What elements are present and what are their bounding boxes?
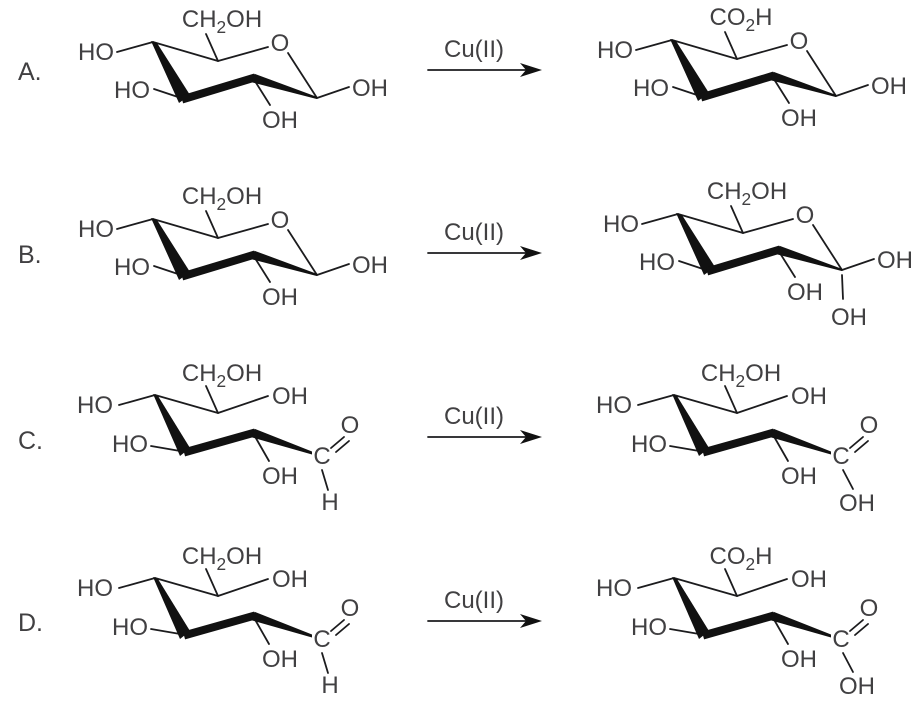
bonds: [636, 32, 868, 103]
oh-label-c4: HO: [596, 575, 632, 602]
oh-label-c2: OH: [781, 105, 817, 132]
molecule-beta-glucopyranose: CH2OH O HO HO OH OH: [78, 6, 388, 134]
reagent-label: Cu(II): [444, 219, 504, 246]
reaction-arrow-a: Cu(II): [427, 36, 543, 78]
carbonyl-o-label: O: [341, 412, 360, 439]
reaction-arrow-c: Cu(II): [427, 403, 543, 445]
aldehyde-h-label: H: [321, 672, 338, 699]
reaction-row-c: C. CH2OH OH HO HO OH C O H Cu(II) CH2OH …: [18, 360, 878, 517]
bonds: [642, 206, 874, 277]
oh-label-c4: HO: [78, 39, 114, 66]
oh-label-c1: OH: [352, 75, 388, 102]
oh-label-c5: OH: [272, 383, 308, 410]
row-label-b: B.: [18, 241, 42, 269]
bonds: [117, 34, 349, 105]
molecule-beta-glucopyranose: CH2OH O HO HO OH OH: [78, 183, 388, 311]
acid-c-oh-bond: [842, 469, 854, 490]
ring-o-label: O: [790, 28, 809, 55]
oh-label-c3: HO: [631, 431, 667, 458]
aldehyde-ch-bond: [321, 469, 329, 491]
aldehyde-h-label: H: [321, 489, 338, 516]
oh-label-c5: OH: [272, 566, 308, 593]
oh-label-c4: HO: [603, 211, 639, 238]
oh-label-c2: OH: [787, 279, 823, 306]
acid-c-oh-bond: [842, 652, 854, 673]
c6-group-label: CH2OH: [182, 360, 262, 391]
molecule-gluconic-acid: CH2OH OH HO HO OH C O OH: [596, 360, 878, 517]
gem-diol-oh-label: OH: [831, 304, 867, 331]
oh-label-c4: HO: [77, 392, 113, 419]
molecule-glucuronic-acid: CO2H O HO HO OH OH: [597, 4, 907, 132]
oh-label-c3: HO: [114, 254, 150, 281]
oh-label-c4: HO: [77, 575, 113, 602]
row-label-a: A.: [18, 58, 42, 86]
arrow: [427, 429, 543, 445]
ring-o-label: O: [796, 202, 815, 229]
carbonyl-c-label: C: [832, 443, 849, 470]
oh-label-c1: OH: [871, 73, 907, 100]
carbonyl-c-label: C: [313, 443, 330, 470]
molecule-glucaric-acid: CO2H OH HO HO OH C O OH: [596, 543, 878, 700]
c6-group-label: CH2OH: [707, 178, 787, 209]
reagent-label: Cu(II): [444, 587, 504, 614]
oh-label-c5: OH: [791, 383, 827, 410]
oh-label-c4: HO: [597, 37, 633, 64]
reagent-label: Cu(II): [444, 36, 504, 63]
oh-label-c2: OH: [262, 284, 298, 311]
oh-label-c1: OH: [352, 252, 388, 279]
gem-diol-bond: [841, 274, 844, 300]
oh-label-c2: OH: [262, 463, 298, 490]
reaction-row-a: A. CH2OH O HO HO OH OH Cu(II) CO2H O HO …: [18, 4, 907, 134]
arrow: [427, 62, 543, 78]
c6-group-label: CO2H: [710, 4, 773, 35]
oh-label-c3: HO: [631, 614, 667, 641]
carbonyl-o-label: O: [341, 595, 360, 622]
carbonyl-c-label: C: [832, 626, 849, 653]
oh-label-c1: OH: [877, 247, 913, 274]
carbonyl-c-label: C: [313, 626, 330, 653]
oh-label-c3: HO: [639, 249, 675, 276]
oh-label-c4: HO: [78, 216, 114, 243]
carbonyl-o-label: O: [860, 595, 879, 622]
oh-label-c3: HO: [112, 431, 148, 458]
acid-oh-label: OH: [839, 490, 875, 517]
oh-label-c2: OH: [781, 463, 817, 490]
c6-group-label: CH2OH: [182, 543, 262, 574]
oh-label-c2: OH: [262, 646, 298, 673]
oh-label-c4: HO: [596, 392, 632, 419]
oh-label-c3: HO: [114, 77, 150, 104]
carbonyl-o-label: O: [860, 412, 879, 439]
ring-o-label: O: [271, 207, 290, 234]
row-label-d: D.: [18, 609, 43, 637]
aldehyde-ch-bond: [321, 652, 329, 674]
oh-label-c3: HO: [633, 75, 669, 102]
c6-group-label: CO2H: [710, 543, 773, 574]
row-label-c: C.: [18, 427, 43, 455]
oh-label-c2: OH: [781, 646, 817, 673]
oh-label-c3: HO: [112, 614, 148, 641]
molecule-open-chain-glucose: CH2OH OH HO HO OH C O H: [77, 360, 359, 516]
c6-group-label: CH2OH: [182, 6, 262, 37]
c6-group-label: CH2OH: [701, 360, 781, 391]
reaction-row-b: B. CH2OH O HO HO OH OH Cu(II) CH2OH O HO…: [18, 178, 913, 331]
ring-o-label: O: [271, 30, 290, 57]
molecule-open-chain-glucose: CH2OH OH HO HO OH C O H: [77, 543, 359, 699]
arrow: [427, 613, 543, 629]
molecule-glucopyranose-anomeric-hydrate: CH2OH O HO HO OH OH OH: [603, 178, 913, 331]
bonds: [117, 211, 349, 282]
acid-oh-label: OH: [839, 673, 875, 700]
reaction-arrow-b: Cu(II): [427, 219, 543, 261]
reagent-label: Cu(II): [444, 403, 504, 430]
reaction-row-d: D. CH2OH OH HO HO OH C O H Cu(II) CO2H O…: [18, 543, 878, 700]
oh-label-c5: OH: [791, 566, 827, 593]
arrow: [427, 245, 543, 261]
c6-group-label: CH2OH: [182, 183, 262, 214]
reaction-arrow-d: Cu(II): [427, 587, 543, 629]
oh-label-c2: OH: [262, 107, 298, 134]
